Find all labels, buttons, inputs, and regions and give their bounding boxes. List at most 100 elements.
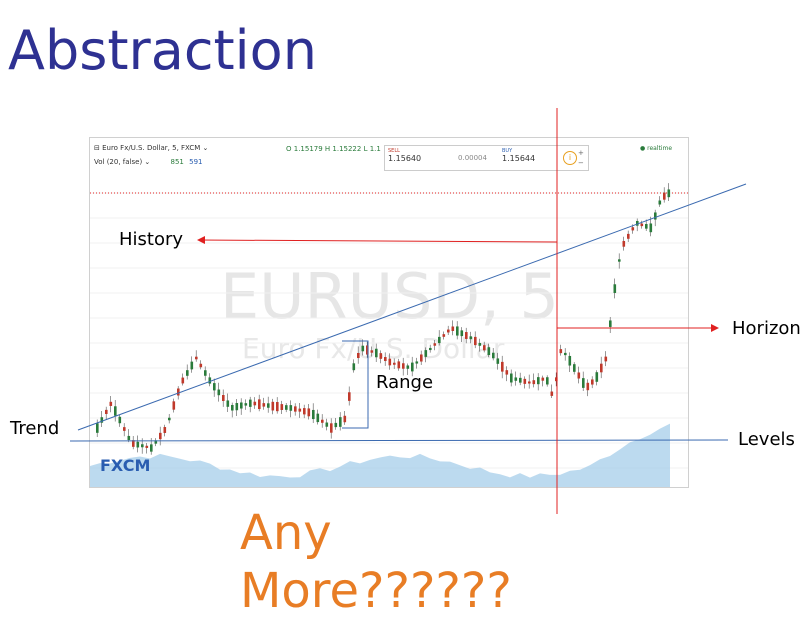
candle bbox=[429, 347, 432, 351]
candle bbox=[267, 403, 270, 408]
candle bbox=[559, 349, 563, 354]
candle bbox=[307, 408, 311, 417]
candle bbox=[325, 422, 329, 427]
candle bbox=[537, 377, 540, 385]
plus-minus-icon[interactable]: + − bbox=[578, 149, 584, 167]
candle bbox=[618, 259, 621, 262]
candle bbox=[339, 417, 342, 427]
candle bbox=[253, 401, 257, 406]
candle bbox=[118, 416, 122, 424]
volume-value-down: 591 bbox=[189, 158, 203, 166]
candle bbox=[478, 342, 482, 346]
sell-button[interactable]: SELL 1.15640 bbox=[388, 148, 443, 168]
candle bbox=[105, 409, 108, 414]
candle bbox=[465, 332, 468, 339]
trade-widget: SELL 1.15640 0.00004 BUY 1.15644 i + − bbox=[384, 145, 589, 171]
candle bbox=[510, 373, 513, 383]
candlestick-series bbox=[90, 183, 688, 487]
candle bbox=[595, 372, 599, 382]
candle bbox=[663, 192, 666, 200]
candle bbox=[258, 399, 261, 410]
candle bbox=[141, 444, 144, 448]
candle bbox=[487, 347, 491, 356]
candle bbox=[222, 395, 225, 401]
info-icon[interactable]: i bbox=[563, 151, 577, 165]
chart-watermark: EURUSD, 5 bbox=[220, 260, 559, 333]
slide-title: Abstraction bbox=[8, 19, 317, 82]
candle bbox=[249, 399, 252, 407]
candle bbox=[438, 336, 441, 344]
candle bbox=[379, 353, 383, 359]
candle bbox=[640, 223, 644, 227]
volume-area bbox=[90, 423, 670, 487]
candle bbox=[276, 402, 279, 412]
candle bbox=[316, 413, 320, 423]
candle bbox=[654, 212, 657, 220]
candle bbox=[294, 406, 297, 412]
candle bbox=[433, 343, 437, 346]
candle bbox=[415, 361, 419, 364]
candle bbox=[240, 402, 243, 409]
candle bbox=[649, 223, 653, 233]
candle bbox=[177, 388, 180, 396]
candle bbox=[145, 445, 149, 448]
candle bbox=[163, 427, 167, 433]
candle bbox=[100, 417, 104, 423]
candle bbox=[496, 358, 500, 364]
candle bbox=[442, 334, 446, 337]
candle bbox=[613, 284, 617, 293]
trend-label: Trend bbox=[10, 418, 60, 439]
levels-label: Levels bbox=[738, 429, 795, 450]
candle bbox=[109, 401, 113, 406]
candle bbox=[411, 362, 414, 372]
buy-button[interactable]: BUY 1.15644 bbox=[502, 148, 557, 168]
candle bbox=[460, 330, 464, 337]
candle bbox=[262, 403, 266, 407]
candle bbox=[469, 336, 473, 340]
candle bbox=[550, 391, 554, 396]
candle bbox=[348, 392, 351, 401]
candle bbox=[213, 383, 216, 391]
candle bbox=[519, 377, 522, 383]
candle bbox=[352, 363, 356, 371]
candle bbox=[577, 372, 581, 379]
candle bbox=[235, 403, 239, 411]
candle bbox=[523, 378, 527, 384]
volume-value-up: 851 bbox=[170, 158, 184, 166]
candle bbox=[321, 419, 324, 423]
candle bbox=[127, 435, 131, 441]
candle bbox=[136, 441, 140, 448]
candle bbox=[186, 370, 189, 376]
candle bbox=[546, 377, 549, 385]
candle bbox=[384, 357, 387, 361]
candle bbox=[123, 427, 126, 431]
sell-caption: SELL bbox=[388, 148, 400, 154]
candle bbox=[199, 363, 203, 368]
chart-symbol-title[interactable]: ⊟ Euro Fx/U.S. Dollar, 5, FXCM ⌄ bbox=[94, 144, 209, 152]
candle bbox=[456, 326, 459, 336]
candle bbox=[195, 356, 198, 360]
spread-value: 0.00004 bbox=[458, 154, 487, 162]
candle bbox=[402, 363, 405, 369]
candle bbox=[420, 354, 423, 362]
candle bbox=[636, 220, 639, 226]
level-line bbox=[69, 439, 729, 442]
candle bbox=[604, 356, 608, 362]
candle bbox=[343, 415, 347, 423]
candle bbox=[366, 345, 369, 355]
candle bbox=[447, 329, 450, 333]
candle bbox=[226, 400, 230, 407]
candle bbox=[285, 405, 288, 410]
candle bbox=[159, 432, 162, 440]
price-chart: EURUSD, 5 Euro Fx/U.S. Dollar ⊟ Euro Fx/… bbox=[89, 137, 689, 488]
candle bbox=[334, 422, 338, 428]
candle bbox=[168, 417, 171, 421]
candle bbox=[357, 352, 360, 359]
realtime-indicator: ● realtime bbox=[640, 145, 673, 152]
candle bbox=[303, 408, 306, 415]
candle bbox=[231, 404, 234, 411]
candle bbox=[375, 348, 378, 358]
candle bbox=[406, 365, 410, 369]
candle bbox=[217, 389, 221, 396]
candle bbox=[492, 352, 495, 359]
